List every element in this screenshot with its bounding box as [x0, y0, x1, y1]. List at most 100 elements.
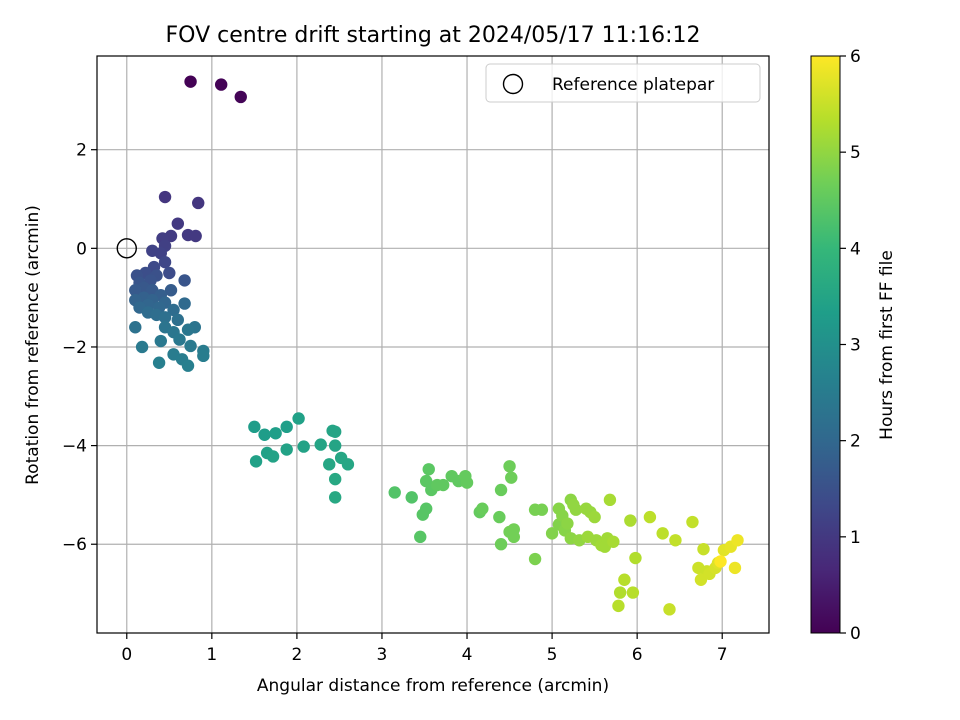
data-point: [328, 472, 342, 486]
y-tick-label: 2: [76, 141, 87, 161]
data-point: [561, 517, 574, 530]
colorbar-ticks: 0 1 2 3 4 5 6: [840, 47, 861, 644]
data-point: [178, 274, 191, 287]
data-point: [405, 491, 418, 504]
data-point: [714, 555, 727, 568]
data-point: [528, 552, 542, 566]
data-point: [181, 323, 195, 336]
colorbar: 0 1 2 3 4 5 6 Hours from first FF file: [810, 47, 897, 644]
x-axis-label: Angular distance from reference (arcmin): [257, 676, 609, 696]
data-point: [503, 460, 516, 473]
x-tick-label: 5: [547, 645, 558, 665]
data-point: [167, 303, 180, 317]
x-tick-label: 2: [291, 645, 302, 665]
x-tick-label: 0: [121, 645, 132, 665]
data-point: [297, 440, 310, 453]
legend-marker-icon: [502, 73, 524, 95]
data-point: [314, 438, 327, 451]
y-axis-ticks: −6 −4 −2 0 2: [62, 141, 97, 555]
data-point: [234, 90, 247, 104]
x-tick-label: 7: [717, 645, 728, 665]
data-point: [494, 483, 508, 497]
y-tick-label: 0: [76, 239, 87, 259]
data-point: [181, 359, 195, 372]
data-point: [328, 425, 342, 438]
data-point: [419, 502, 433, 515]
data-point: [280, 420, 293, 434]
colorbar-tick-label: 0: [850, 624, 861, 644]
data-point: [569, 503, 583, 516]
chart-title: FOV centre drift starting at 2024/05/17 …: [166, 23, 701, 48]
data-point: [129, 284, 142, 297]
data-point: [266, 450, 280, 463]
data-point: [535, 503, 549, 516]
plot-frame: [96, 55, 770, 634]
y-axis-label: Rotation from reference (arcmin): [23, 205, 43, 485]
data-point: [171, 313, 185, 327]
grid: [97, 56, 769, 633]
data-point: [184, 75, 197, 88]
y-tick-label: −2: [62, 338, 87, 358]
data-point: [505, 471, 518, 484]
data-point: [248, 420, 261, 434]
data-point: [328, 439, 342, 452]
data-point: [171, 217, 185, 230]
x-tick-label: 1: [206, 645, 217, 665]
data-point: [129, 321, 142, 334]
data-point: [249, 455, 263, 468]
data-point: [163, 266, 176, 280]
data-point: [603, 493, 617, 507]
data-point: [388, 486, 401, 499]
colorbar-gradient: [810, 55, 841, 634]
data-point: [656, 527, 669, 540]
reference-marker: [116, 238, 137, 259]
data-point: [258, 428, 271, 441]
data-point: [158, 311, 172, 324]
data-point: [697, 542, 710, 556]
data-point: [164, 284, 178, 297]
data-point: [280, 443, 293, 456]
legend: Reference platepar: [485, 63, 761, 103]
colorbar-tick-label: 4: [850, 239, 861, 259]
data-point: [626, 586, 640, 599]
x-axis-ticks: 0 1 2 3 4 5 6 7: [121, 633, 728, 665]
data-points: [129, 75, 744, 616]
data-point: [152, 356, 166, 369]
y-tick-label: −4: [62, 437, 87, 457]
x-tick-label: 3: [377, 645, 388, 665]
x-tick-label: 4: [462, 645, 473, 665]
data-point: [214, 78, 228, 91]
data-point: [663, 603, 676, 616]
data-point: [422, 463, 435, 476]
legend-entry-label: Reference platepar: [552, 75, 714, 95]
data-point: [493, 510, 506, 524]
colorbar-tick-label: 1: [850, 528, 861, 548]
data-point: [624, 514, 637, 527]
data-point: [328, 491, 342, 504]
data-point: [197, 349, 210, 363]
data-point: [669, 534, 682, 547]
data-point: [612, 599, 625, 613]
data-point: [607, 535, 620, 548]
colorbar-label: Hours from first FF file: [877, 250, 897, 440]
data-point: [460, 476, 474, 489]
legend-box: [485, 63, 761, 103]
data-point: [476, 502, 489, 515]
data-point: [184, 339, 197, 353]
data-point: [507, 530, 521, 544]
data-point: [613, 586, 627, 599]
colorbar-tick-label: 5: [850, 143, 861, 163]
data-point: [269, 427, 282, 440]
x-tick-label: 6: [632, 645, 643, 665]
colorbar-tick-label: 2: [850, 432, 861, 452]
data-point: [494, 538, 508, 551]
data-point: [189, 229, 202, 243]
data-point: [731, 534, 744, 547]
data-point: [192, 196, 205, 210]
data-point: [323, 458, 336, 471]
data-point: [154, 334, 167, 348]
data-point: [414, 530, 427, 544]
data-point: [437, 478, 450, 492]
data-point: [588, 510, 601, 524]
